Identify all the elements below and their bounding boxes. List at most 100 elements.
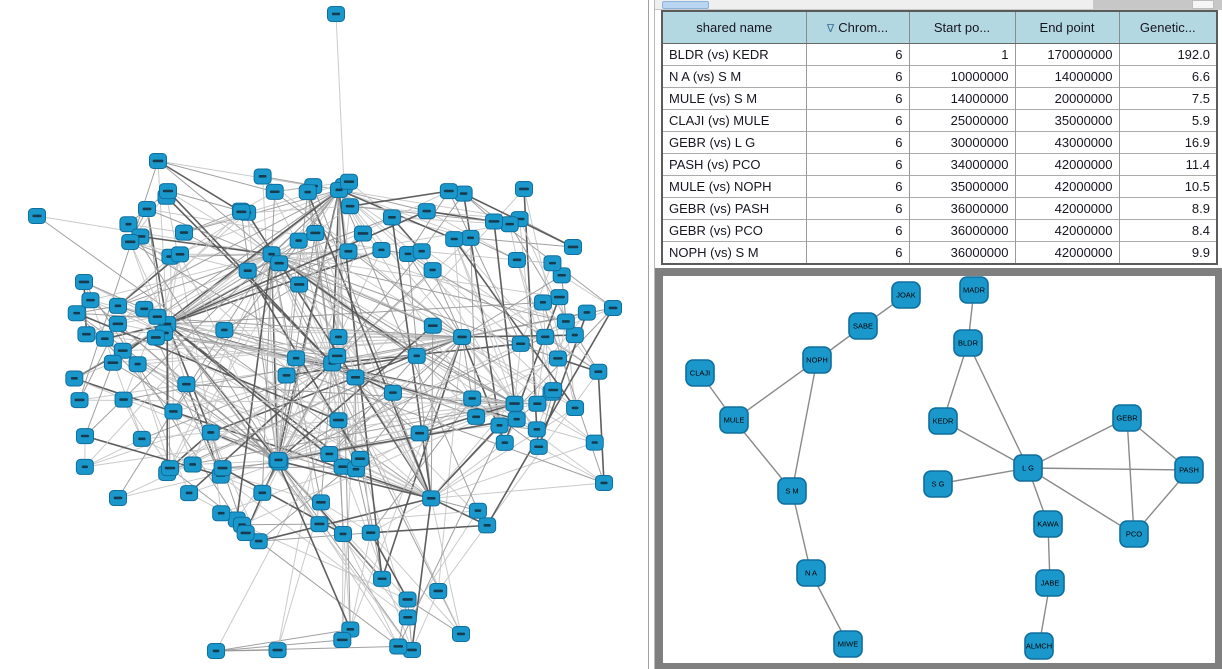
- network-node-n-a[interactable]: N A: [796, 559, 826, 587]
- network-node[interactable]: [373, 570, 392, 587]
- network-node[interactable]: [183, 456, 202, 473]
- filtered-network-panel[interactable]: JOAK SABE NOPH CLAJI MULE S M N A MIWE MADR BLDR K…: [655, 268, 1222, 669]
- network-node[interactable]: [238, 262, 257, 279]
- network-node-kedr[interactable]: KEDR: [928, 407, 958, 435]
- network-node[interactable]: [177, 376, 196, 393]
- network-node[interactable]: [121, 233, 140, 250]
- network-node[interactable]: [290, 276, 309, 293]
- network-node[interactable]: [361, 524, 380, 541]
- network-node[interactable]: [109, 490, 127, 506]
- network-node-joak[interactable]: JOAK: [891, 281, 921, 309]
- network-node[interactable]: [566, 400, 585, 417]
- network-node[interactable]: [445, 231, 464, 248]
- network-node[interactable]: [564, 239, 582, 255]
- network-node[interactable]: [327, 6, 345, 22]
- network-node[interactable]: [533, 294, 552, 311]
- table-row[interactable]: GEBR (vs) L G 6 30000000 43000000 16.9: [662, 131, 1218, 154]
- network-node[interactable]: [423, 317, 442, 334]
- network-node-noph[interactable]: NOPH: [802, 346, 832, 374]
- network-node[interactable]: [207, 643, 225, 659]
- network-node[interactable]: [353, 225, 372, 242]
- network-node[interactable]: [604, 300, 622, 316]
- network-node[interactable]: [550, 289, 569, 306]
- column-header-3[interactable]: End point: [1015, 11, 1120, 44]
- column-header-4[interactable]: Genetic...: [1119, 11, 1218, 44]
- network-node[interactable]: [175, 224, 194, 241]
- filter-funnel-icon[interactable]: ∇: [826, 23, 835, 35]
- column-header-1[interactable]: ∇ Chrom...: [806, 11, 910, 44]
- network-node[interactable]: [389, 638, 408, 655]
- network-node[interactable]: [398, 591, 417, 608]
- network-node[interactable]: [95, 330, 114, 347]
- network-node[interactable]: [333, 458, 352, 475]
- network-node-gebr[interactable]: GEBR: [1112, 404, 1142, 432]
- column-header-2[interactable]: Start po...: [909, 11, 1016, 44]
- network-node[interactable]: [495, 434, 514, 451]
- network-node[interactable]: [372, 241, 391, 258]
- network-node[interactable]: [463, 390, 482, 407]
- network-node-s-m[interactable]: S M: [777, 477, 807, 505]
- table-row[interactable]: MULE (vs) S M 6 14000000 20000000 7.5: [662, 87, 1218, 110]
- network-node[interactable]: [269, 452, 288, 469]
- network-node[interactable]: [543, 255, 562, 272]
- network-node-claji[interactable]: CLAJI: [685, 359, 715, 387]
- network-node[interactable]: [544, 382, 563, 399]
- network-node[interactable]: [180, 485, 199, 502]
- network-node[interactable]: [158, 183, 177, 200]
- network-node[interactable]: [536, 328, 555, 345]
- network-node[interactable]: [505, 395, 524, 412]
- network-node[interactable]: [577, 304, 596, 321]
- table-row[interactable]: N A (vs) S M 6 10000000 14000000 6.6: [662, 65, 1218, 88]
- network-node[interactable]: [277, 367, 296, 384]
- network-node[interactable]: [108, 315, 127, 332]
- network-node[interactable]: [213, 460, 232, 477]
- network-node[interactable]: [500, 216, 519, 233]
- full-network-canvas[interactable]: [0, 0, 648, 669]
- table-row[interactable]: MULE (vs) NOPH 6 35000000 42000000 10.5: [662, 175, 1218, 198]
- network-node[interactable]: [201, 424, 220, 441]
- network-node-bldr[interactable]: BLDR: [953, 329, 983, 357]
- scrollbar-corner-button[interactable]: [1192, 0, 1214, 9]
- network-node-s-g[interactable]: S G: [923, 470, 953, 498]
- network-node[interactable]: [552, 267, 571, 284]
- network-node[interactable]: [478, 517, 497, 534]
- network-node-almch[interactable]: ALMCH: [1024, 632, 1054, 660]
- network-node[interactable]: [410, 425, 429, 442]
- network-node[interactable]: [298, 184, 317, 201]
- network-node[interactable]: [417, 203, 436, 220]
- network-node[interactable]: [595, 475, 613, 491]
- network-node[interactable]: [132, 430, 151, 447]
- network-node[interactable]: [138, 201, 156, 217]
- network-node[interactable]: [490, 417, 509, 434]
- network-node[interactable]: [439, 183, 458, 200]
- network-node[interactable]: [507, 411, 526, 428]
- network-node[interactable]: [382, 209, 401, 226]
- network-node[interactable]: [350, 450, 369, 467]
- network-node[interactable]: [429, 583, 448, 600]
- network-node[interactable]: [467, 408, 486, 425]
- network-node[interactable]: [28, 208, 46, 224]
- network-node[interactable]: [146, 329, 165, 346]
- network-node[interactable]: [77, 326, 96, 343]
- network-node[interactable]: [270, 255, 289, 272]
- network-node[interactable]: [407, 347, 426, 364]
- table-row[interactable]: PASH (vs) PCO 6 34000000 42000000 11.4: [662, 153, 1218, 176]
- table-row[interactable]: NOPH (vs) S M 6 36000000 42000000 9.9: [662, 241, 1218, 264]
- network-node[interactable]: [422, 490, 441, 507]
- network-node[interactable]: [346, 369, 365, 386]
- network-node[interactable]: [253, 484, 272, 501]
- network-node-kawa[interactable]: KAWA: [1033, 510, 1063, 538]
- table-row[interactable]: GEBR (vs) PCO 6 36000000 42000000 8.4: [662, 219, 1218, 242]
- network-node[interactable]: [548, 350, 567, 367]
- network-node[interactable]: [75, 274, 93, 290]
- table-row[interactable]: GEBR (vs) PASH 6 36000000 42000000 8.9: [662, 197, 1218, 220]
- network-node-pco[interactable]: PCO: [1119, 520, 1149, 548]
- network-node[interactable]: [423, 262, 442, 279]
- network-node[interactable]: [119, 216, 138, 233]
- network-node[interactable]: [171, 246, 190, 263]
- network-node-miwe[interactable]: MIWE: [833, 630, 863, 658]
- network-node[interactable]: [149, 153, 167, 169]
- network-node[interactable]: [268, 642, 287, 659]
- network-node[interactable]: [306, 225, 325, 242]
